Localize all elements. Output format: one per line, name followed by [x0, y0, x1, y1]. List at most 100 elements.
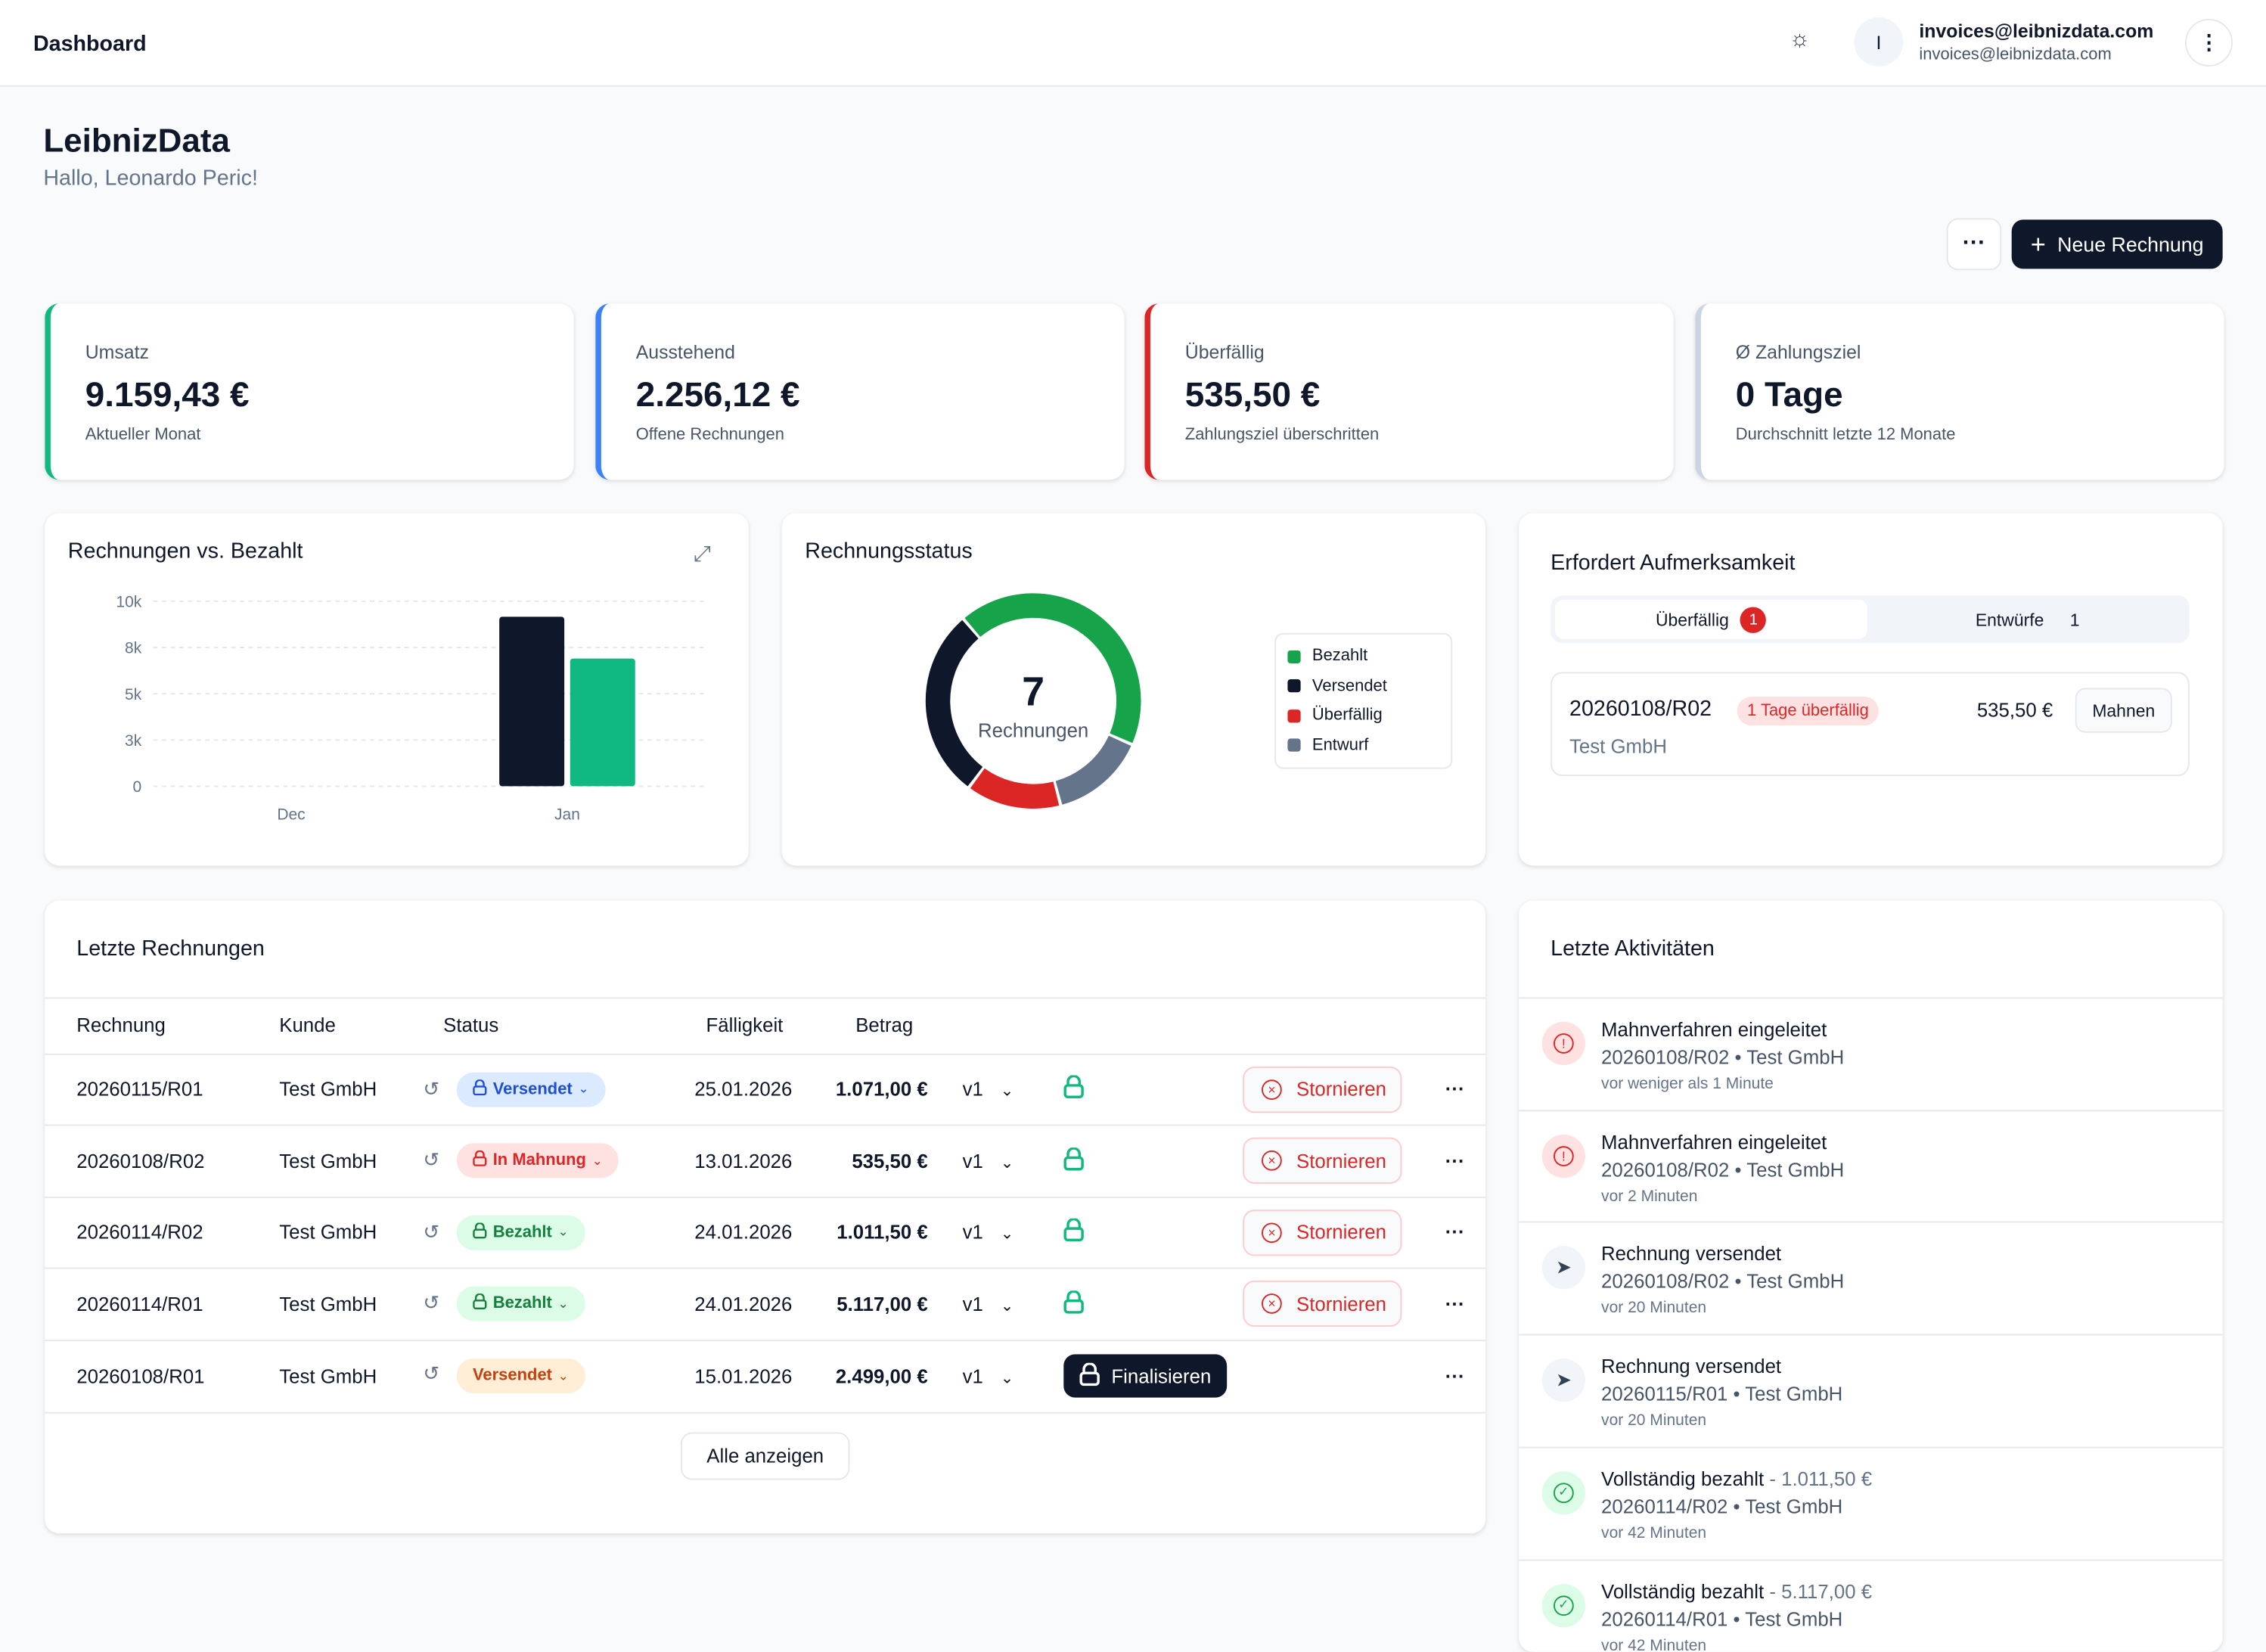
invoice-number[interactable]: 20260108/R02	[45, 1124, 248, 1197]
more-actions-button[interactable]: ···	[1946, 218, 2002, 271]
cancel-invoice-button[interactable]: × Stornieren	[1243, 1066, 1403, 1113]
status-dropdown[interactable]: In Mahnung ⌄	[456, 1143, 619, 1178]
version-dropdown[interactable]: v1 ⌄	[927, 1052, 1058, 1126]
status-dropdown[interactable]: Bezahlt ⌄	[456, 1215, 585, 1250]
attention-item[interactable]: 20260108/R02 1 Tage überfällig 535,50 € …	[1551, 672, 2190, 777]
tab-drafts[interactable]: Entwürfe 1	[1871, 600, 2184, 639]
status-dropdown[interactable]: Versendet ⌄	[456, 1359, 585, 1393]
lock-icon	[473, 1079, 487, 1100]
send-icon: ➤	[1541, 1359, 1586, 1402]
alert-circle-icon: !	[1541, 1134, 1586, 1178]
attention-card: Erfordert Aufmerksamkeit Überfällig 1 Ent…	[1519, 513, 2223, 866]
customer: Test GmbH	[247, 1267, 412, 1340]
activity-item[interactable]: ➤ Rechnung versendet 20260108/R02 • Test…	[1519, 1222, 2223, 1334]
lock-icon	[473, 1222, 487, 1243]
chevron-down-icon: ⌄	[1000, 1082, 1014, 1101]
section-title: Letzte Aktivitäten	[1551, 936, 1715, 961]
activity-item[interactable]: ! Mahnverfahren eingeleitet 20260108/R02…	[1519, 997, 2223, 1110]
x-circle-icon: ×	[1262, 1150, 1282, 1172]
button-label: Stornieren	[1296, 1222, 1387, 1244]
activity-title: Rechnung versendet	[1601, 1243, 1782, 1265]
lock-icon	[473, 1150, 487, 1171]
row-more-icon[interactable]: ···	[1445, 1267, 1486, 1340]
history-icon[interactable]: ↺	[423, 1077, 440, 1100]
activity-item[interactable]: ✓ Vollständig bezahlt - 5.117,00 € 20260…	[1519, 1558, 2223, 1652]
table-row[interactable]: 20260114/R02 Test GmbH ↺ Bezahlt ⌄ 24.01.2…	[45, 1196, 1486, 1268]
history-icon[interactable]: ↺	[423, 1362, 440, 1385]
version-dropdown[interactable]: v1 ⌄	[927, 1339, 1058, 1411]
invoice-number[interactable]: 20260114/R01	[45, 1267, 248, 1340]
invoice-number[interactable]: 20260114/R02	[45, 1196, 248, 1268]
table-row[interactable]: 20260108/R02 Test GmbH ↺ In Mahnung ⌄ 13.0…	[45, 1124, 1486, 1197]
row-more-icon[interactable]: ···	[1445, 1339, 1486, 1411]
table-row[interactable]: 20260115/R01 Test GmbH ↺ Versendet ⌄ 25.01…	[45, 1052, 1486, 1126]
check-circle-icon: ✓	[1541, 1470, 1586, 1515]
expand-icon[interactable]: ⤢	[694, 542, 712, 567]
amount: 535,50 €	[1976, 699, 2053, 722]
y-tick-label: 5k	[125, 686, 142, 703]
kpi-card: Ausstehend 2.256,12 € Offene Rechnungen	[595, 303, 1125, 480]
row-more-icon[interactable]: ···	[1445, 1124, 1486, 1197]
invoice-status-card: Rechnungsstatus 7 Rechnungen Bezahlt Vers…	[781, 513, 1486, 866]
tab-overdue[interactable]: Überfällig 1	[1554, 599, 1867, 639]
table-row[interactable]: 20260114/R01 Test GmbH ↺ Bezahlt ⌄ 24.01.2…	[45, 1267, 1486, 1340]
show-all-button[interactable]: Alle anzeigen	[680, 1432, 850, 1480]
cancel-invoice-button[interactable]: × Stornieren	[1243, 1138, 1403, 1185]
invoices-vs-paid-card: Rechnungen vs. Bezahlt ⤢ 0 3k 5k 8k 10k Dec Ja…	[45, 513, 749, 866]
table-row[interactable]: 20260108/R01 Test GmbH ↺ Versendet ⌄ 15.01…	[45, 1339, 1486, 1411]
company-name: LeibnizData	[43, 121, 230, 160]
legend-swatch	[1287, 650, 1301, 663]
recent-invoices-card: Letzte Rechnungen Rechnung Kunde Status Fäl…	[45, 900, 1486, 1534]
activity-item[interactable]: ! Mahnverfahren eingeleitet 20260108/R02…	[1519, 1109, 2223, 1222]
status-dropdown[interactable]: Bezahlt ⌄	[456, 1287, 585, 1321]
invoice-number[interactable]: 20260108/R01	[45, 1339, 248, 1411]
alert-circle-icon: !	[1541, 1021, 1586, 1066]
greeting: Hallo, Leonardo Peric!	[43, 166, 258, 191]
top-bar: Dashboard ☼ I invoices@leibnizdata.com i…	[0, 0, 2266, 87]
version-label: v1	[962, 1150, 983, 1172]
count-badge: 1	[2069, 609, 2080, 630]
user-menu-kebab-icon[interactable]: ⋮	[2184, 18, 2233, 67]
activity-item[interactable]: ✓ Vollständig bezahlt - 1.011,50 € 20260…	[1519, 1446, 2223, 1559]
tab-label: Überfällig	[1655, 609, 1729, 630]
history-icon[interactable]: ↺	[423, 1292, 440, 1315]
version-dropdown[interactable]: v1 ⌄	[927, 1124, 1058, 1197]
dunning-button[interactable]: Mahnen	[2075, 688, 2172, 733]
chevron-down-icon: ⌄	[1000, 1297, 1014, 1315]
finalize-button[interactable]: Finalisieren	[1063, 1354, 1228, 1398]
status-label: In Mahnung	[492, 1152, 586, 1170]
activity-time: vor 2 Minuten	[1601, 1187, 1698, 1205]
activity-item[interactable]: ➤ Rechnung versendet 20260115/R01 • Test…	[1519, 1334, 2223, 1447]
customer: Test GmbH	[247, 1052, 412, 1126]
page-title: Dashboard	[33, 32, 147, 57]
activity-time: vor weniger als 1 Minute	[1601, 1075, 1774, 1093]
chart-title: Rechnungen vs. Bezahlt	[67, 539, 303, 564]
row-more-icon[interactable]: ···	[1445, 1196, 1486, 1268]
cancel-invoice-button[interactable]: × Stornieren	[1243, 1281, 1403, 1328]
legend-swatch	[1287, 709, 1301, 722]
amount: 1.011,50 €	[824, 1196, 928, 1268]
row-more-icon[interactable]: ···	[1445, 1052, 1486, 1126]
cancel-invoice-button[interactable]: × Stornieren	[1243, 1209, 1403, 1256]
status-label: Bezahlt	[492, 1295, 552, 1313]
history-icon[interactable]: ↺	[423, 1149, 440, 1172]
avatar[interactable]: I	[1854, 17, 1904, 67]
status-dropdown[interactable]: Versendet ⌄	[456, 1072, 605, 1107]
activity-ref: 20260114/R02 • Test GmbH	[1601, 1495, 1843, 1517]
status-label: Versendet	[472, 1367, 553, 1385]
legend-label: Bezahlt	[1311, 647, 1368, 666]
new-invoice-button[interactable]: + Neue Rechnung	[2011, 219, 2223, 269]
kpi-label: Ausstehend	[635, 340, 735, 363]
history-icon[interactable]: ↺	[423, 1221, 440, 1243]
count-badge: 1	[1740, 606, 1767, 632]
version-dropdown[interactable]: v1 ⌄	[927, 1196, 1058, 1268]
version-label: v1	[962, 1078, 983, 1101]
kpi-sub: Zahlungsziel überschritten	[1184, 426, 1380, 444]
theme-toggle-sun-icon[interactable]: ☼	[1789, 27, 1811, 52]
customer: Test GmbH	[247, 1196, 412, 1268]
version-dropdown[interactable]: v1 ⌄	[927, 1267, 1058, 1340]
version-label: v1	[962, 1293, 983, 1315]
invoice-number[interactable]: 20260115/R01	[45, 1052, 248, 1126]
column-header: Betrag	[855, 1014, 914, 1037]
check-circle-icon: ✓	[1541, 1583, 1586, 1627]
